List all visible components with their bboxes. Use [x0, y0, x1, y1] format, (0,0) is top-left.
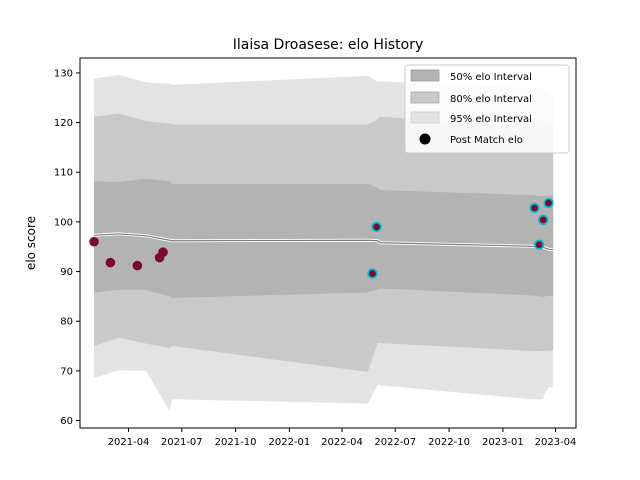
interval-bands	[94, 74, 554, 411]
y-tick-label: 90	[60, 267, 73, 278]
legend: 50% elo Interval 80% elo Interval 95% el…	[404, 64, 570, 154]
legend-frame	[404, 64, 570, 154]
post-match-points	[89, 197, 554, 279]
plot-frame	[79, 57, 577, 429]
y-tick-label: 110	[54, 168, 73, 179]
post-match-point-6	[367, 268, 378, 279]
x-tick-label: 2022-01	[268, 437, 310, 448]
x-tick-label: 2022-04	[321, 437, 363, 448]
legend-swatch-95	[410, 111, 440, 124]
chart-title: Ilaisa Droasese: elo History	[233, 37, 424, 53]
y-tick-label: 70	[60, 366, 73, 377]
x-tick-label: 2021-07	[161, 437, 203, 448]
legend-point-marker	[419, 133, 431, 145]
legend-swatch-80	[410, 91, 440, 104]
post-match-point-8	[529, 202, 540, 214]
x-tick-label: 2022-10	[428, 437, 470, 448]
y-tick-label: 120	[54, 118, 73, 129]
y-axis-title: elo score	[24, 216, 38, 270]
x-tick-label: 2023-01	[482, 437, 524, 448]
post-match-point-2	[105, 257, 116, 268]
y-tick-label: 100	[54, 217, 73, 228]
y-tick-label: 130	[54, 68, 73, 79]
legend-label-80: 80% elo Interval	[450, 94, 532, 105]
x-tick-label: 2021-04	[108, 437, 150, 448]
legend-swatch-50	[410, 69, 440, 82]
x-tick-label: 2023-04	[535, 437, 577, 448]
post-match-point-7	[371, 221, 382, 233]
post-match-point-11	[543, 197, 554, 209]
x-tick-label: 2022-07	[374, 437, 416, 448]
post-match-point-10	[538, 214, 549, 226]
y-tick-label: 60	[60, 416, 73, 427]
legend-label-points: Post Match elo	[450, 135, 523, 146]
mean-elo-line	[93, 232, 554, 252]
legend-label-50: 50% elo Interval	[450, 72, 532, 83]
post-match-point-9	[533, 239, 545, 250]
y-axis-ticks: 60 70 80 90 100 110 120 130	[54, 68, 80, 427]
y-tick-label: 80	[60, 317, 73, 328]
post-match-point-3	[132, 260, 143, 271]
post-match-point-5	[158, 247, 168, 257]
mean-line	[94, 233, 554, 251]
legend-label-95: 95% elo Interval	[450, 114, 532, 125]
x-tick-label: 2021-10	[215, 437, 257, 448]
post-match-point-1	[89, 236, 99, 247]
x-axis-ticks: 2021-04 2021-07 2021-10 2022-01 2022-04 2022-…	[108, 428, 577, 448]
band-50-interval	[94, 178, 554, 298]
